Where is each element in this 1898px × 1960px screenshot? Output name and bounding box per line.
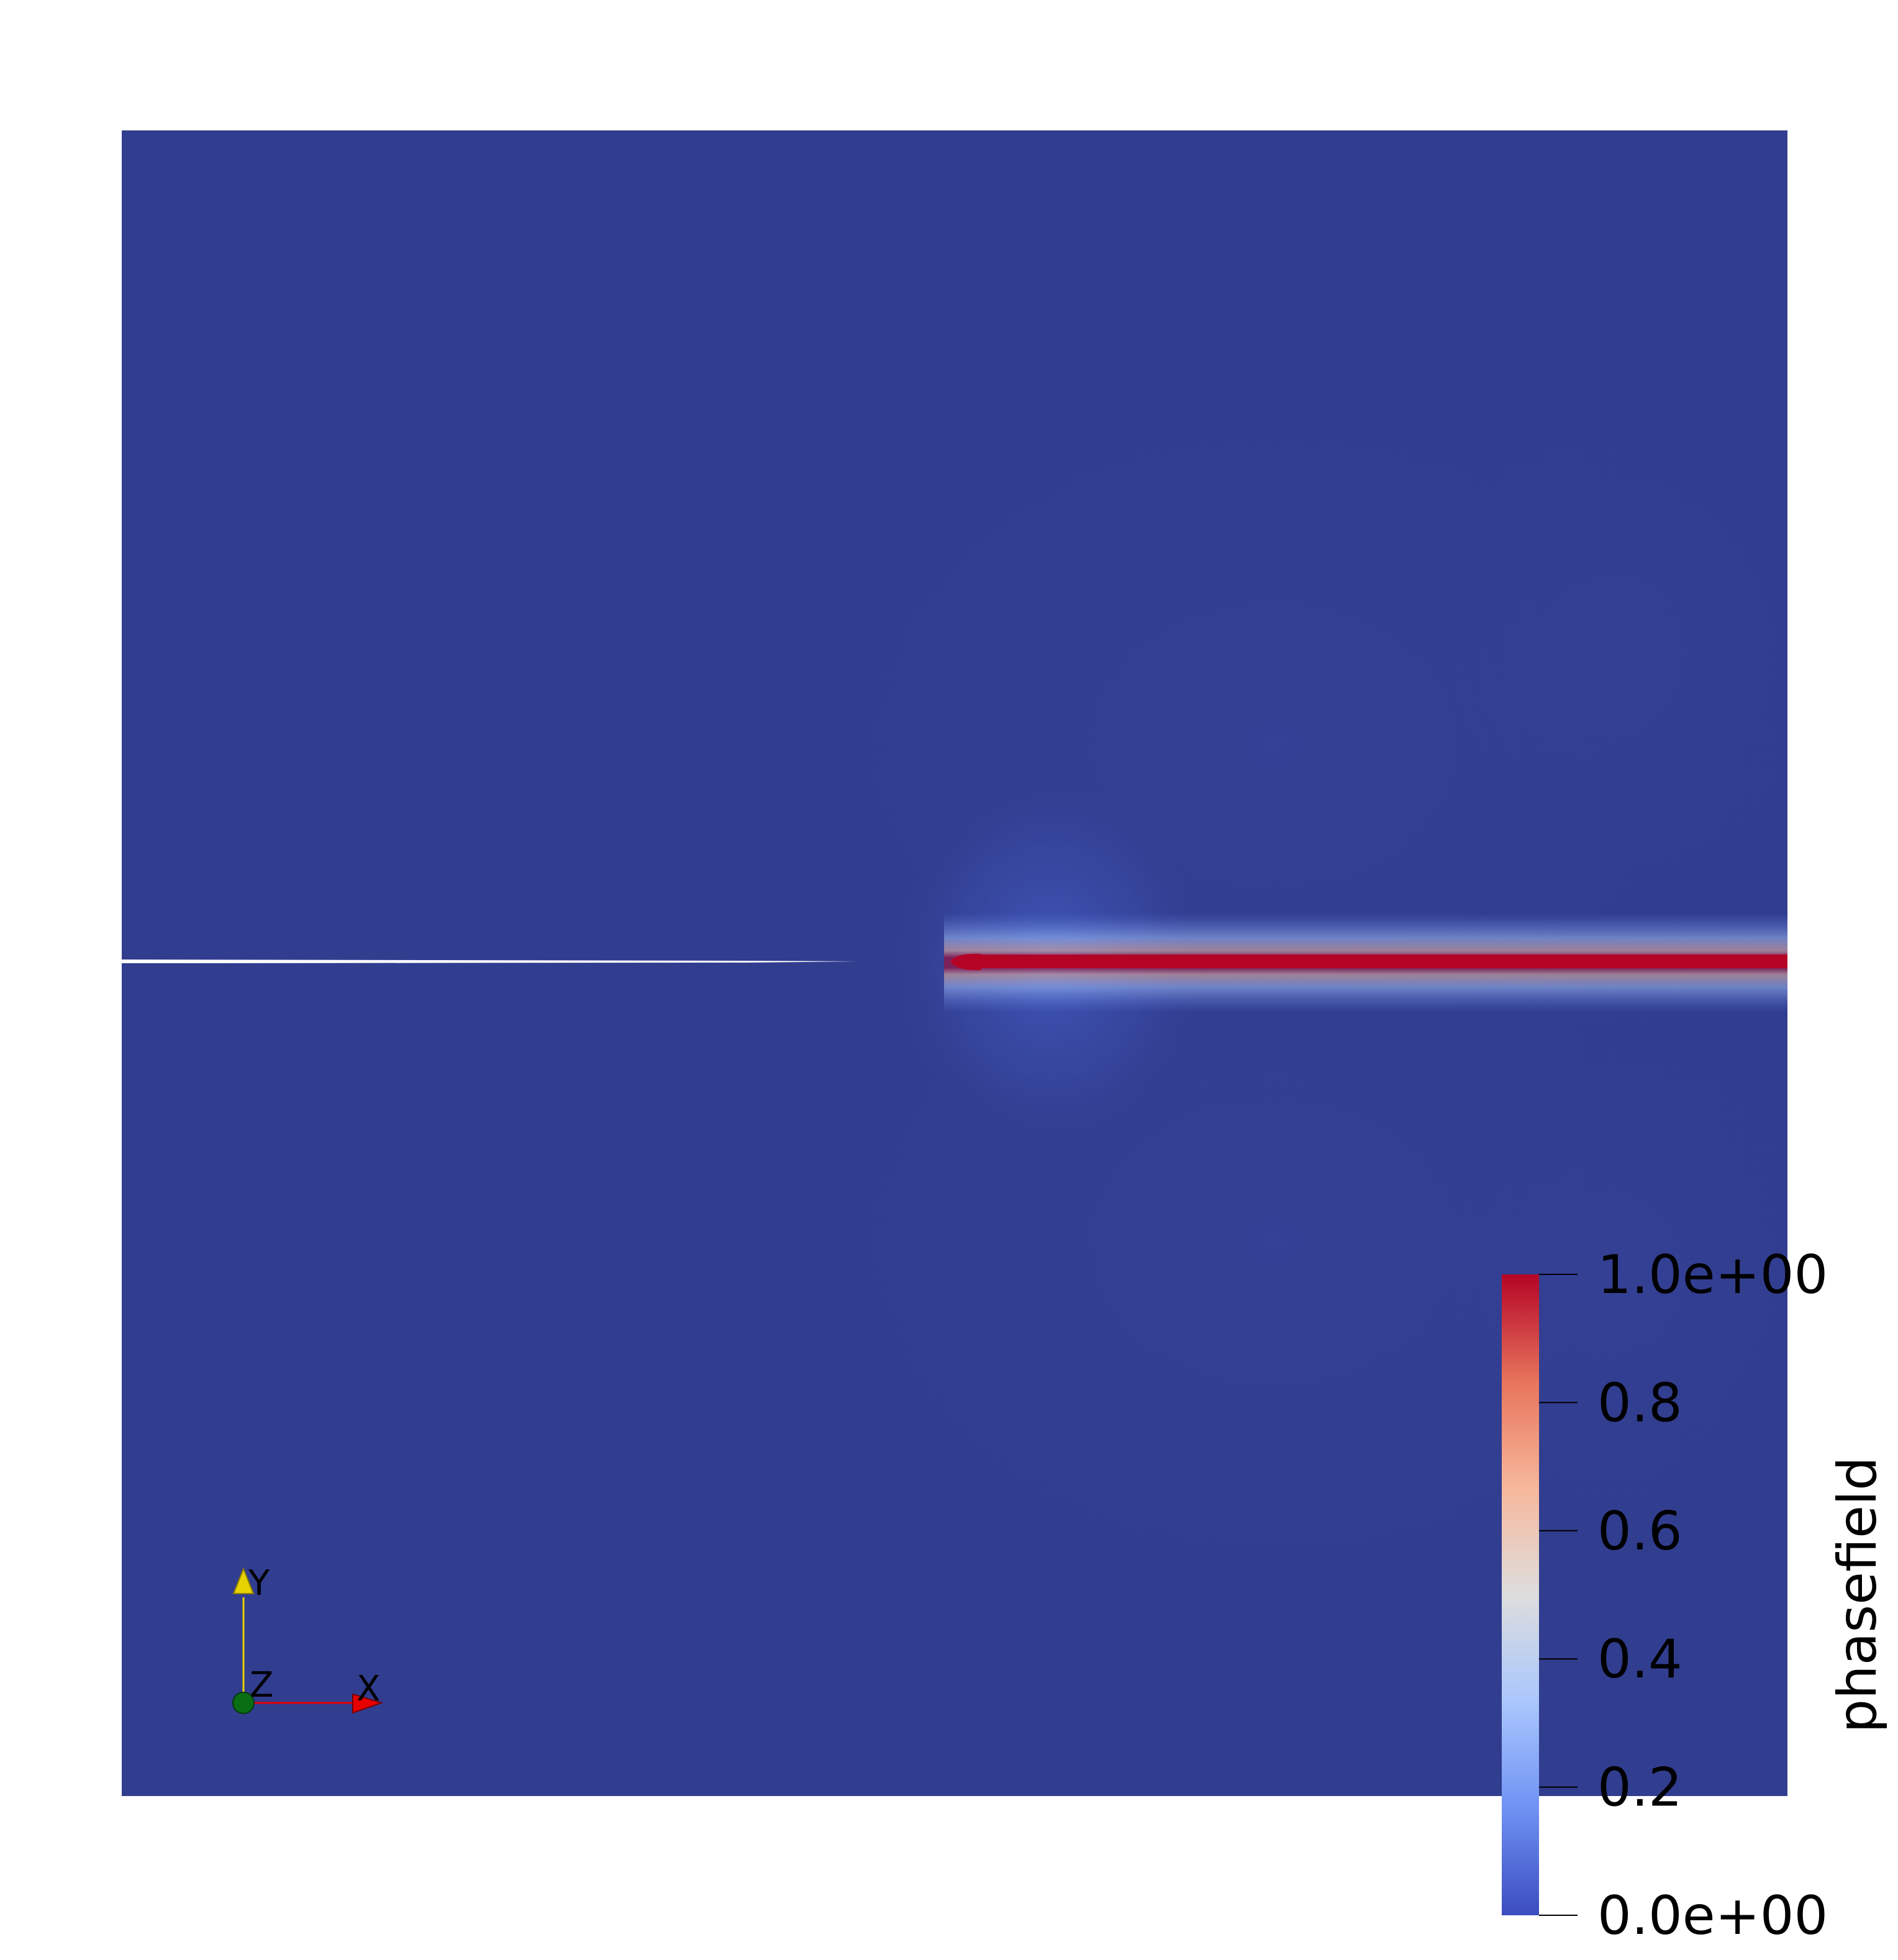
scalar-bar-tick-label: 1.0e+00 — [1597, 1244, 1828, 1306]
z-axis-dot-icon — [232, 1692, 255, 1714]
crack-tip — [950, 953, 981, 971]
y-axis-label: Y — [248, 1563, 270, 1604]
z-axis-label: Z — [250, 1665, 273, 1705]
scalar-bar-tick-label: 0.2 — [1597, 1757, 1682, 1819]
scalar-bar-gradient — [1502, 1274, 1539, 1915]
initial-notch — [122, 960, 857, 963]
propagated-crack — [969, 955, 1787, 968]
orientation-axes: Y X Z — [232, 1563, 384, 1714]
x-axis-arrow-icon — [352, 1693, 384, 1714]
scalar-bar-tick-label: 0.0e+00 — [1597, 1885, 1828, 1947]
phasefield-domain — [122, 130, 1787, 1796]
scalar-bar-title: phasefield — [1827, 1456, 1889, 1733]
scalar-bar-tick-label: 0.6 — [1597, 1500, 1682, 1563]
x-axis-label: X — [356, 1669, 380, 1709]
scalar-bar-tick-label: 0.4 — [1597, 1628, 1682, 1690]
scalar-bar-ticks: 1.0e+00 0.8 0.6 0.4 0.2 0.0e+00 — [1539, 1244, 1828, 1947]
y-axis-arrow-icon — [232, 1567, 255, 1594]
scalar-bar-tick-label: 0.8 — [1597, 1372, 1682, 1434]
scalar-bar: 1.0e+00 0.8 0.6 0.4 0.2 0.0e+00 phasefield — [1502, 1244, 1889, 1947]
